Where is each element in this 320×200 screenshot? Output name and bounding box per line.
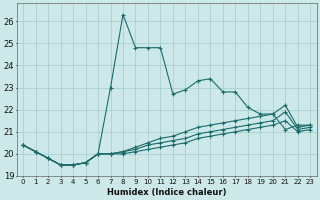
X-axis label: Humidex (Indice chaleur): Humidex (Indice chaleur) xyxy=(107,188,227,197)
